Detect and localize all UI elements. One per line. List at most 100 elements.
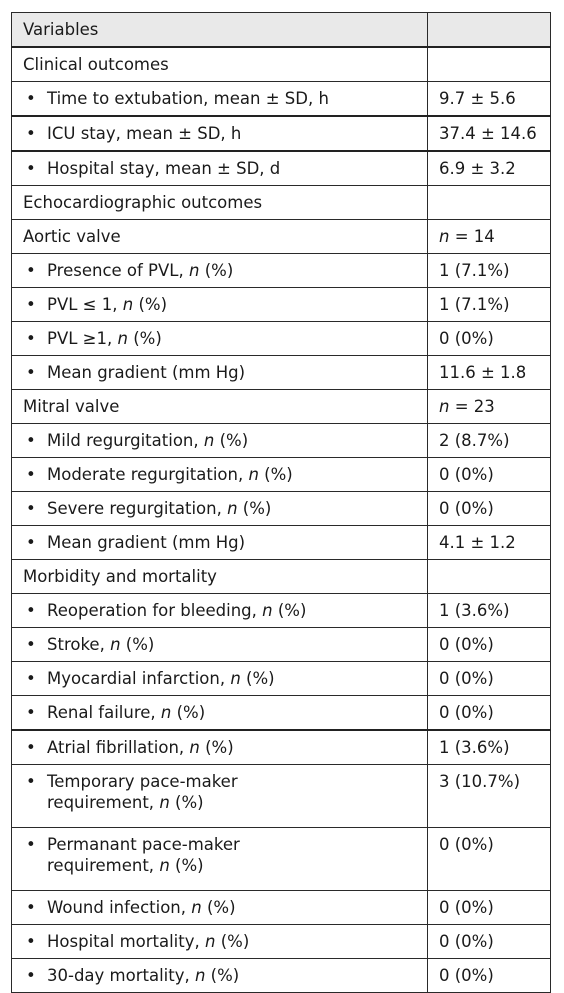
table-row: • 30-day mortality, n (%) 0 (0%) [11,958,551,993]
bullet-icon: • [26,703,36,722]
value-cell: 1 (7.1%) [427,287,551,322]
variable-cell: • PVL ≥1, n (%) [11,321,428,356]
value-text: = 23 [449,397,495,416]
value-cell: 0 (0%) [427,457,551,492]
value-text: 6.9 ± 3.2 [439,159,516,178]
variable-label: Reoperation for bleeding, n (%) [47,601,307,620]
variable-label: Severe regurgitation, n (%) [47,499,272,518]
value-cell: 37.4 ± 14.6 [427,115,551,152]
table-row: • PVL ≤ 1, n (%) 1 (7.1%) [11,287,551,322]
bullet-icon: • [26,898,36,917]
variable-cell: • PVL ≤ 1, n (%) [11,287,428,322]
value-cell: 0 (0%) [427,627,551,662]
n-symbol: n [159,793,170,812]
value-cell: 3 (10.7%) [427,764,551,828]
variable-label: Presence of PVL, n (%) [47,261,234,280]
value-text: 1 (3.6%) [439,738,510,757]
value-cell: 9.7 ± 5.6 [427,81,551,117]
variable-label: PVL ≤ 1, n (%) [47,295,168,314]
variable-label: Wound infection, n (%) [47,898,236,917]
variable-cell: • ICU stay, mean ± SD, h [11,115,428,152]
value-cell [427,46,551,82]
bullet-icon: • [26,601,36,620]
table-row: • Hospital stay, mean ± SD, d 6.9 ± 3.2 [11,150,551,186]
n-symbol: n [205,932,216,951]
value-cell: 2 (8.7%) [427,423,551,458]
variable-label: Renal failure, n (%) [47,703,206,722]
bullet-icon: • [26,499,36,518]
bullet-icon: • [26,738,36,757]
value-text: 0 (0%) [439,669,494,688]
value-text: 0 (0%) [439,499,494,518]
section-label-text: Morbidity and mortality [23,567,217,586]
value-text: 2 (8.7%) [439,431,510,450]
variable-label: Temporary pace-maker requirement, n (%) [47,772,238,812]
section-label: Clinical outcomes [11,46,428,82]
bullet-icon: • [26,635,36,654]
table-row: • Mild regurgitation, n (%) 2 (8.7%) [11,423,551,458]
variable-label: Permanant pace-maker requirement, n (%) [47,835,240,875]
value-text: 11.6 ± 1.8 [439,363,527,382]
section-label-text: Clinical outcomes [23,55,169,74]
value-text: 0 (0%) [439,703,494,722]
variable-label: ICU stay, mean ± SD, h [47,124,242,143]
n-symbol: n [203,431,215,450]
n-symbol: n [117,329,128,348]
value-cell [427,559,551,594]
variable-cell: • Severe regurgitation, n (%) [11,491,428,526]
table-row: • Presence of PVL, n (%) 1 (7.1%) [11,253,551,288]
variable-cell: • Mild regurgitation, n (%) [11,423,428,458]
table-row: • Atrial fibrillation, n (%) 1 (3.6%) [11,729,551,765]
bullet-icon: • [26,295,36,314]
table-row: • Reoperation for bleeding, n (%) 1 (3.6%) [11,593,551,628]
header-value [427,12,551,48]
bullet-icon: • [26,363,36,382]
value-cell: 6.9 ± 3.2 [427,150,551,186]
n-symbol: n [227,499,238,518]
table-row: • Severe regurgitation, n (%) 0 (0%) [11,491,551,526]
value-cell [427,185,551,220]
value-text: 37.4 ± 14.6 [439,124,537,143]
table-row: • Myocardial infarction, n (%) 0 (0%) [11,661,551,696]
value-text: 0 (0%) [439,465,494,484]
outcomes-table: Variables Clinical outcomes • Time to extu… [11,12,551,993]
section-row: Morbidity and mortality [11,559,551,594]
n-symbol: n [122,295,134,314]
section-label-text: Aortic valve [23,227,121,246]
variable-label: Myocardial infarction, n (%) [47,669,275,688]
variable-label: Atrial fibrillation, n (%) [47,738,234,757]
value-cell: 11.6 ± 1.8 [427,355,551,390]
n-symbol: n [160,703,172,722]
variable-label: 30-day mortality, n (%) [47,966,240,985]
section-row: Aortic valve n = 14 [11,219,551,254]
n-symbol: n [189,738,200,757]
value-cell: 0 (0%) [427,695,551,731]
bullet-icon: • [26,533,36,552]
table-body: Variables Clinical outcomes • Time to extu… [11,12,551,993]
n-symbol: n [188,261,200,280]
variable-label: Mean gradient (mm Hg) [47,533,246,552]
bullet-icon: • [26,835,36,854]
variable-cell: • Wound infection, n (%) [11,890,428,925]
value-text: 0 (0%) [439,932,494,951]
variable-label: Mild regurgitation, n (%) [47,431,249,450]
value-text: 0 (0%) [439,966,494,985]
variable-label: Moderate regurgitation, n (%) [47,465,293,484]
value-cell: 0 (0%) [427,958,551,993]
value-text: 0 (0%) [439,635,494,654]
table-row: • Moderate regurgitation, n (%) 0 (0%) [11,457,551,492]
section-row: Clinical outcomes [11,46,551,82]
variable-cell: • Presence of PVL, n (%) [11,253,428,288]
value-text: 1 (7.1%) [439,261,510,280]
variable-cell: • Mean gradient (mm Hg) [11,525,428,560]
table-row: • Temporary pace-maker requirement, n (%) 3… [11,764,551,828]
n-symbol: n [110,635,121,654]
header-variables: Variables [11,12,428,48]
table-row: • Mean gradient (mm Hg) 11.6 ± 1.8 [11,355,551,390]
n-symbol: n [248,465,259,484]
bullet-icon: • [26,329,36,348]
table-row: • ICU stay, mean ± SD, h 37.4 ± 14.6 [11,115,551,152]
value-cell: 1 (3.6%) [427,593,551,628]
variable-cell: • Permanant pace-maker requirement, n (%) [11,827,428,891]
